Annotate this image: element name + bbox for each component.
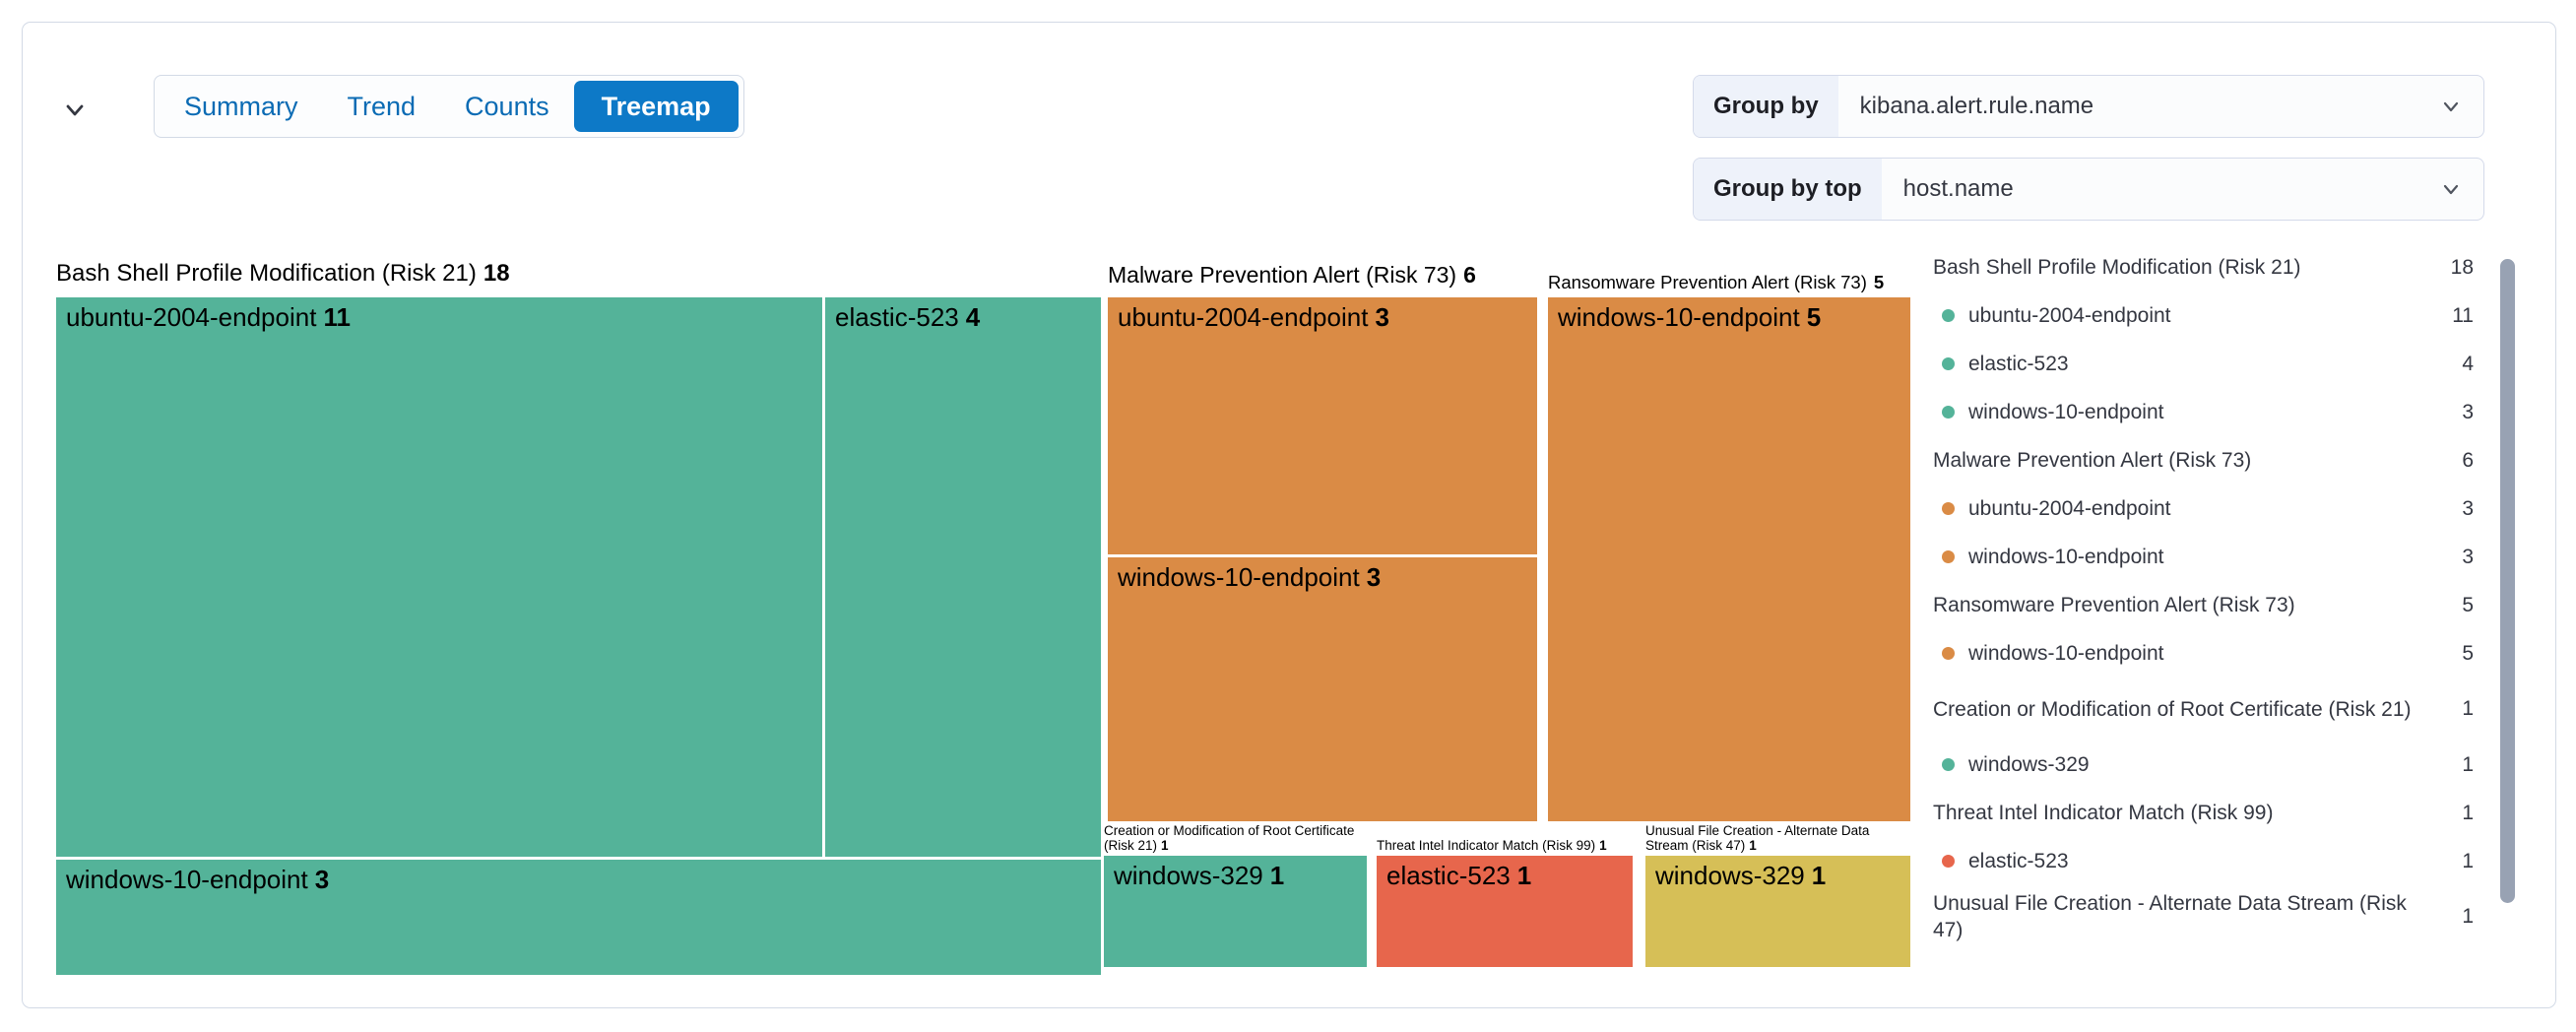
- legend-item[interactable]: windows-329 1: [1933, 741, 2474, 789]
- treemap-group-header: Bash Shell Profile Modification (Risk 21…: [56, 260, 510, 287]
- treemap-cell[interactable]: windows-10-endpoint 3: [56, 860, 1101, 975]
- legend-color-dot: [1942, 406, 1955, 419]
- tab-trend[interactable]: Trend: [323, 81, 441, 132]
- legend-item[interactable]: ubuntu-2004-endpoint 11: [1933, 291, 2474, 340]
- treemap-group-header: Ransomware Prevention Alert (Risk 73) 5: [1548, 272, 1885, 292]
- legend-item[interactable]: elastic-523 1: [1933, 837, 2474, 885]
- group-by-select[interactable]: Group by kibana.alert.rule.name: [1693, 75, 2484, 138]
- group-by-label: Group by: [1694, 76, 1838, 137]
- treemap-cell[interactable]: windows-10-endpoint 5: [1548, 297, 1910, 821]
- tab-treemap[interactable]: Treemap: [573, 81, 739, 132]
- legend-item[interactable]: ubuntu-2004-endpoint 3: [1933, 484, 2474, 533]
- legend-color-dot: [1942, 758, 1955, 771]
- treemap-cell[interactable]: ubuntu-2004-endpoint 11: [56, 297, 822, 857]
- treemap-cell[interactable]: windows-329 1: [1104, 856, 1367, 967]
- legend-group-title[interactable]: Ransomware Prevention Alert (Risk 73) 5: [1933, 593, 2474, 617]
- treemap-cell[interactable]: ubuntu-2004-endpoint 3: [1108, 297, 1537, 554]
- group-by-top-select[interactable]: Group by top host.name: [1693, 158, 2484, 221]
- tab-summary[interactable]: Summary: [160, 81, 323, 132]
- chevron-down-icon: [2438, 76, 2464, 137]
- treemap-group-header: Threat Intel Indicator Match (Risk 99) 1: [1377, 838, 1607, 853]
- treemap-cell[interactable]: windows-329 1: [1645, 856, 1910, 967]
- group-by-top-label: Group by top: [1694, 159, 1882, 220]
- group-by-top-value: host.name: [1902, 175, 2014, 202]
- legend-color-dot: [1942, 309, 1955, 322]
- legend-color-dot: [1942, 855, 1955, 868]
- treemap-cell[interactable]: windows-10-endpoint 3: [1108, 557, 1537, 821]
- chevron-down-icon: [2438, 159, 2464, 220]
- legend-color-dot: [1942, 550, 1955, 563]
- legend-group-title[interactable]: Malware Prevention Alert (Risk 73) 6: [1933, 448, 2474, 473]
- legend-item[interactable]: windows-10-endpoint 3: [1933, 533, 2474, 581]
- legend-group-title[interactable]: Bash Shell Profile Modification (Risk 21…: [1933, 255, 2474, 280]
- chevron-down-icon: [60, 96, 90, 125]
- treemap-cell[interactable]: elastic-523 1: [1377, 856, 1633, 967]
- legend-item[interactable]: elastic-523 4: [1933, 340, 2474, 388]
- treemap-cell[interactable]: elastic-523 4: [825, 297, 1101, 857]
- treemap-group-header: Malware Prevention Alert (Risk 73) 6: [1108, 262, 1476, 288]
- legend-item[interactable]: windows-10-endpoint 3: [1933, 388, 2474, 436]
- legend-group-title[interactable]: Unusual File Creation - Alternate Data S…: [1933, 892, 2474, 941]
- legend-color-dot: [1942, 502, 1955, 515]
- legend-group-title[interactable]: Threat Intel Indicator Match (Risk 99) 1: [1933, 801, 2474, 825]
- treemap-legend: Bash Shell Profile Modification (Risk 21…: [1933, 243, 2474, 948]
- tab-counts[interactable]: Counts: [440, 81, 574, 132]
- legend-color-dot: [1942, 357, 1955, 370]
- collapse-section-button[interactable]: [58, 94, 92, 127]
- legend-color-dot: [1942, 647, 1955, 660]
- group-by-value: kibana.alert.rule.name: [1859, 93, 2094, 119]
- legend-item[interactable]: windows-10-endpoint 5: [1933, 629, 2474, 677]
- legend-scrollbar-thumb[interactable]: [2500, 259, 2515, 903]
- treemap-group-header: Creation or Modification of Root Certifi…: [1104, 823, 1355, 853]
- chart-view-button-group: Summary Trend Counts Treemap: [154, 75, 744, 138]
- legend-group-title[interactable]: Creation or Modification of Root Certifi…: [1933, 697, 2474, 721]
- treemap-group-header: Unusual File Creation - Alternate Data S…: [1645, 823, 1870, 853]
